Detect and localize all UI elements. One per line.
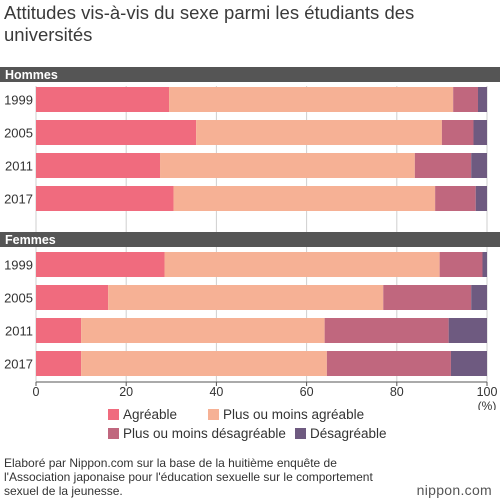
- legend-item-plus-ou-moins-agreable: Plus ou moins agréable: [208, 407, 364, 422]
- legend-label: Désagréable: [310, 426, 387, 441]
- x-tick-label: 0: [33, 385, 40, 399]
- row-label: 2017: [4, 357, 33, 372]
- bar-segment: [435, 186, 476, 211]
- bar-segment: [475, 186, 487, 211]
- row-label: 1999: [4, 93, 33, 108]
- legend-swatch: [108, 409, 119, 420]
- bar-segment: [36, 120, 197, 145]
- group-header-label: Hommes: [5, 68, 58, 82]
- group-header-label: Femmes: [5, 233, 56, 247]
- row-label: 2011: [5, 159, 33, 174]
- legend-item-plus-ou-moins-desagreable: Plus ou moins désagréable: [108, 426, 286, 441]
- x-unit-label: (%): [478, 399, 497, 410]
- bar-segment: [471, 285, 487, 310]
- bar-segment: [477, 87, 487, 112]
- bar-segment: [453, 87, 478, 112]
- chart-title: Attitudes vis-à-vis du sexe parmi les ét…: [4, 2, 415, 45]
- bar-segment: [473, 120, 487, 145]
- bar-segment: [169, 87, 454, 112]
- bar-segment: [36, 285, 109, 310]
- bar-segment: [471, 153, 487, 178]
- group-header-bar: [0, 232, 500, 247]
- stacked-bar-chart: Hommes 1999 2005 2011 2017 Femmes 1999 2005 2011…: [0, 67, 500, 410]
- bar-segment: [108, 285, 384, 310]
- legend-label: Agréable: [123, 407, 178, 422]
- x-tick-label: 100: [477, 385, 498, 399]
- row-label: 2005: [4, 126, 33, 141]
- legend-swatch: [295, 428, 306, 439]
- nippon-logo: nippon.com: [416, 482, 492, 498]
- bar-segment: [36, 87, 170, 112]
- x-tick-label: 80: [390, 385, 404, 399]
- legend-swatch: [108, 428, 119, 439]
- x-tick-label: 40: [209, 385, 223, 399]
- bar-segment: [448, 318, 487, 343]
- bar-segment: [450, 351, 487, 376]
- legend-label: Plus ou moins agréable: [223, 407, 365, 422]
- legend-label: Plus ou moins désagréable: [123, 426, 286, 441]
- bar-segment: [173, 186, 436, 211]
- bar-segment: [326, 351, 451, 376]
- bar-segment: [81, 351, 327, 376]
- bar-segment: [383, 285, 472, 310]
- bar-segment: [439, 252, 483, 277]
- legend-item-desagreable: Désagréable: [295, 426, 387, 441]
- row-label: 2005: [4, 291, 33, 306]
- legend-swatch: [208, 409, 219, 420]
- bar-segment: [160, 153, 415, 178]
- bar-segment: [81, 318, 325, 343]
- bar-segment: [36, 186, 174, 211]
- bar-segment: [482, 252, 487, 277]
- x-tick-label: 20: [119, 385, 133, 399]
- bar-segment: [36, 318, 82, 343]
- group-header-bar: [0, 67, 500, 82]
- row-label: 1999: [4, 258, 33, 273]
- row-label: 2011: [5, 324, 33, 339]
- legend-item-agreable: Agréable: [108, 407, 177, 422]
- row-label: 2017: [4, 192, 33, 207]
- bar-segment: [196, 120, 442, 145]
- bar-segment: [36, 252, 165, 277]
- bar-segment: [164, 252, 440, 277]
- bar-segment: [441, 120, 474, 145]
- bar-segment: [414, 153, 472, 178]
- bar-segment: [36, 153, 161, 178]
- bar-segment: [36, 351, 82, 376]
- x-tick-label: 60: [300, 385, 314, 399]
- bar-segment: [324, 318, 449, 343]
- source-note: Elaboré par Nippon.com sur la base de la…: [4, 456, 373, 498]
